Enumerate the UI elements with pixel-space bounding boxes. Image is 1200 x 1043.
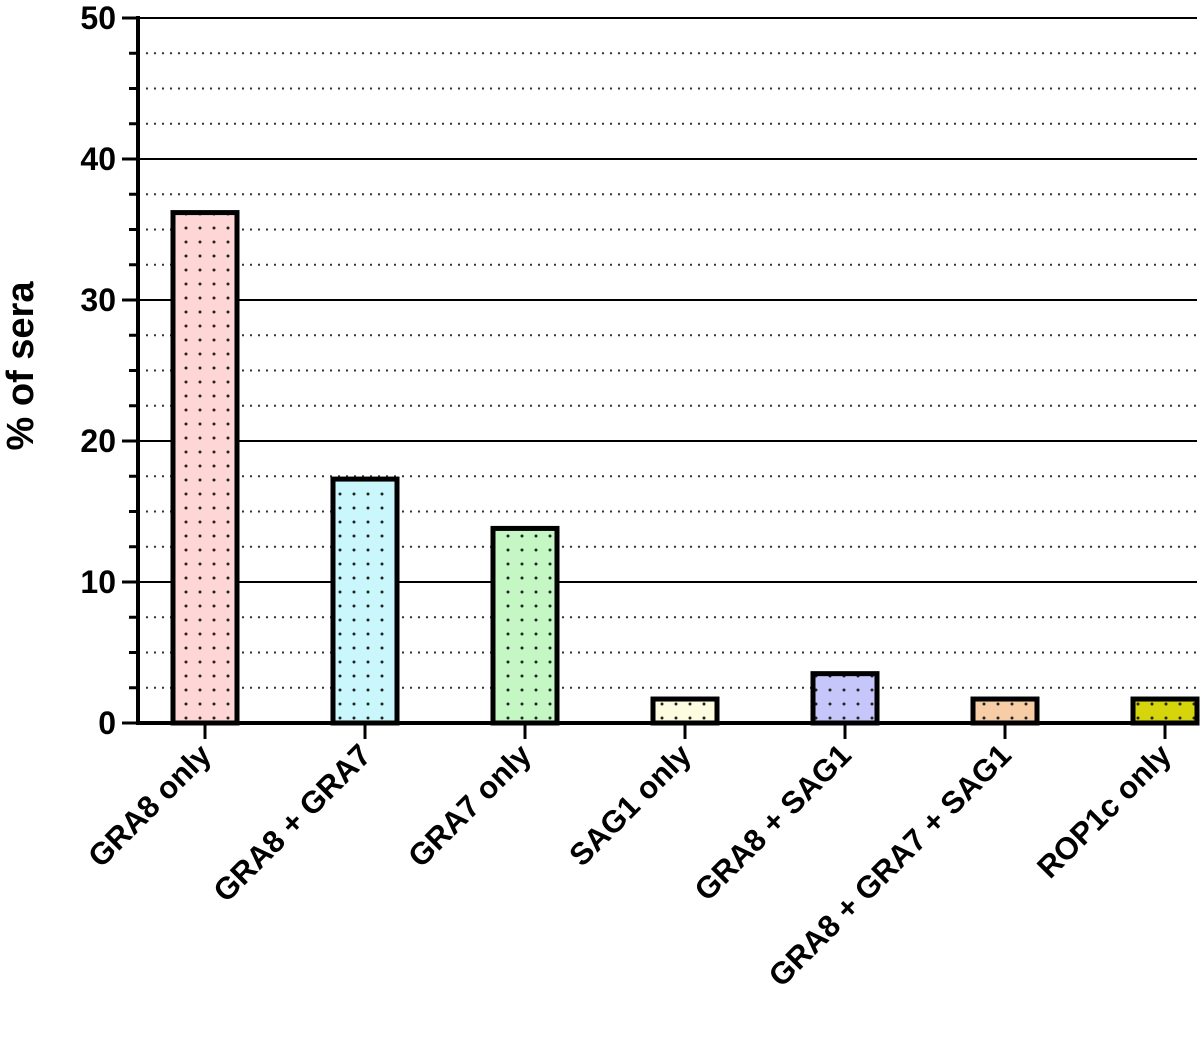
bar-pattern	[813, 673, 877, 723]
bar-pattern	[493, 528, 557, 723]
y-tick-labels: 0 10 20 30 40 50	[80, 0, 116, 741]
y-tick-label: 10	[80, 564, 116, 600]
x-tick-label: GRA8 + SAG1	[688, 737, 858, 907]
axes	[122, 16, 1197, 739]
x-tick-label: SAG1 only	[562, 737, 698, 873]
x-tick-label: ROP1c only	[1030, 737, 1178, 885]
x-tick-label: GRA8 only	[81, 737, 218, 874]
bar-pattern	[173, 212, 237, 723]
gridlines	[138, 17, 1197, 689]
y-tick-label: 20	[80, 423, 116, 459]
bar-pattern	[973, 699, 1037, 723]
bar-0	[170, 210, 240, 726]
y-axis-label: % of sera	[0, 281, 42, 451]
bar-3	[650, 696, 720, 726]
bar-4	[810, 671, 880, 726]
bar-pattern	[653, 699, 717, 723]
bar-2	[490, 525, 560, 726]
y-tick-label: 0	[98, 705, 116, 741]
x-tick-label: GRA8 + GRA7	[206, 737, 378, 909]
bars	[170, 210, 1200, 726]
bar-6	[1130, 696, 1200, 726]
bar-pattern	[1133, 699, 1197, 723]
y-tick-label: 30	[80, 282, 116, 318]
y-tick-label: 50	[80, 0, 116, 36]
x-tick-label: GRA7 only	[401, 737, 538, 874]
bar-5	[970, 696, 1040, 726]
bar-1	[330, 476, 400, 726]
bar-pattern	[333, 479, 397, 723]
y-tick-label: 40	[80, 141, 116, 177]
